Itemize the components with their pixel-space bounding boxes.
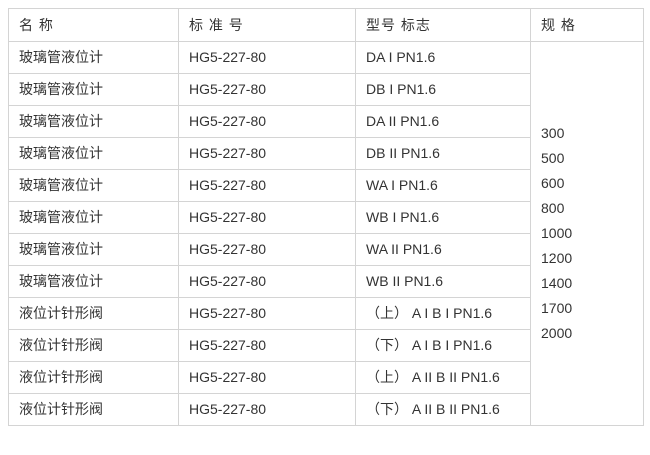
cell-standard: HG5-227-80: [178, 265, 356, 298]
spec-value: 1200: [541, 250, 573, 266]
header-name: 名 称: [8, 8, 179, 42]
cell-name: 液位计针形阀: [8, 361, 179, 394]
spec-value: 1000: [541, 225, 573, 241]
cell-standard: HG5-227-80: [178, 393, 356, 426]
cell-model: WB I PN1.6: [355, 201, 531, 234]
cell-standard: HG5-227-80: [178, 329, 356, 362]
cell-name: 液位计针形阀: [8, 329, 179, 362]
spec-value: 800: [541, 200, 565, 216]
cell-name: 玻璃管液位计: [8, 169, 179, 202]
table-body: 玻璃管液位计 HG5-227-80 DA I PN1.6 300 500 600 80…: [8, 41, 644, 426]
spec-value: 300: [541, 125, 565, 141]
table-row: 液位计针形阀 HG5-227-80 （上） A I B I PN1.6: [8, 297, 644, 330]
cell-name: 液位计针形阀: [8, 297, 179, 330]
table-row: 玻璃管液位计 HG5-227-80 WB I PN1.6: [8, 201, 644, 234]
cell-name: 玻璃管液位计: [8, 105, 179, 138]
cell-model: DB II PN1.6: [355, 137, 531, 170]
header-standard: 标 准 号: [178, 8, 356, 42]
cell-name: 玻璃管液位计: [8, 233, 179, 266]
table-row: 玻璃管液位计 HG5-227-80 WB II PN1.6: [8, 265, 644, 298]
cell-standard: HG5-227-80: [178, 233, 356, 266]
cell-standard: HG5-227-80: [178, 41, 356, 74]
cell-name: 液位计针形阀: [8, 393, 179, 426]
cell-standard: HG5-227-80: [178, 73, 356, 106]
table-row: 玻璃管液位计 HG5-227-80 WA II PN1.6: [8, 233, 644, 266]
spec-value: 2000: [541, 325, 573, 341]
cell-standard: HG5-227-80: [178, 169, 356, 202]
cell-name: 玻璃管液位计: [8, 41, 179, 74]
spec-value: 1400: [541, 275, 573, 291]
cell-model: WA I PN1.6: [355, 169, 531, 202]
cell-standard: HG5-227-80: [178, 137, 356, 170]
header-row: 名 称 标 准 号 型号 标志 规 格: [8, 8, 644, 42]
cell-name: 玻璃管液位计: [8, 201, 179, 234]
cell-model: （上） A II B II PN1.6: [355, 361, 531, 394]
cell-standard: HG5-227-80: [178, 105, 356, 138]
spec-value: 500: [541, 150, 565, 166]
product-spec-table: 名 称 标 准 号 型号 标志 规 格 玻璃管液位计 HG5-227-80 DA…: [8, 8, 644, 426]
header-spec: 规 格: [530, 8, 644, 42]
cell-standard: HG5-227-80: [178, 361, 356, 394]
table-row: 玻璃管液位计 HG5-227-80 DB II PN1.6: [8, 137, 644, 170]
spec-value: 1700: [541, 300, 573, 316]
cell-name: 玻璃管液位计: [8, 265, 179, 298]
table-row: 玻璃管液位计 HG5-227-80 DB I PN1.6: [8, 73, 644, 106]
table-row: 液位计针形阀 HG5-227-80 （上） A II B II PN1.6: [8, 361, 644, 394]
table-row: 玻璃管液位计 HG5-227-80 DA II PN1.6: [8, 105, 644, 138]
spec-cell: 300 500 600 800 1000 1200 1400 1700 2000: [530, 41, 644, 426]
cell-model: （下） A I B I PN1.6: [355, 329, 531, 362]
cell-name: 玻璃管液位计: [8, 137, 179, 170]
table-row: 玻璃管液位计 HG5-227-80 WA I PN1.6: [8, 169, 644, 202]
cell-model: WB II PN1.6: [355, 265, 531, 298]
cell-model: （上） A I B I PN1.6: [355, 297, 531, 330]
cell-model: DA I PN1.6: [355, 41, 531, 74]
cell-standard: HG5-227-80: [178, 297, 356, 330]
cell-model: DA II PN1.6: [355, 105, 531, 138]
cell-model: WA II PN1.6: [355, 233, 531, 266]
spec-value: 600: [541, 175, 565, 191]
cell-name: 玻璃管液位计: [8, 73, 179, 106]
cell-model: （下） A II B II PN1.6: [355, 393, 531, 426]
table-row: 液位计针形阀 HG5-227-80 （下） A I B I PN1.6: [8, 329, 644, 362]
cell-standard: HG5-227-80: [178, 201, 356, 234]
cell-model: DB I PN1.6: [355, 73, 531, 106]
table-row: 玻璃管液位计 HG5-227-80 DA I PN1.6 300 500 600 80…: [8, 41, 644, 426]
table-row: 液位计针形阀 HG5-227-80 （下） A II B II PN1.6: [8, 393, 644, 426]
header-model: 型号 标志: [355, 8, 531, 42]
